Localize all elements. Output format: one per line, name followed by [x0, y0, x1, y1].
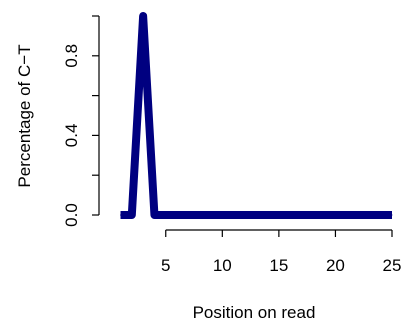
- data-point: [233, 214, 235, 216]
- data-point: [380, 214, 382, 216]
- data-point: [357, 214, 359, 216]
- data-point: [391, 214, 393, 216]
- data-point: [199, 214, 201, 216]
- data-point: [278, 214, 280, 216]
- data-point: [165, 214, 167, 216]
- chart-series: [120, 12, 393, 219]
- chart-axes: 5 10 15 20 25 0.0 0.4 0.8: [62, 15, 402, 275]
- x-tick-label: 15: [269, 256, 288, 275]
- data-point: [120, 214, 121, 216]
- data-point: [153, 214, 155, 216]
- data-point: [210, 214, 212, 216]
- data-point: [142, 15, 144, 17]
- data-point: [289, 214, 291, 216]
- data-point: [301, 214, 302, 216]
- x-axis-label: Position on read: [193, 303, 316, 322]
- data-point: [244, 214, 246, 216]
- data-point: [368, 214, 370, 216]
- x-tick-label: 5: [161, 256, 170, 275]
- data-point: [334, 214, 336, 216]
- data-point: [346, 214, 348, 216]
- data-point: [267, 214, 269, 216]
- y-tick-label: 0.4: [62, 124, 81, 148]
- data-point: [255, 214, 257, 216]
- data-point: [187, 214, 189, 216]
- data-point: [221, 214, 223, 216]
- data-point: [323, 214, 325, 216]
- series-line: [120, 12, 392, 219]
- y-axis-label: Percentage of C−T: [15, 44, 34, 187]
- y-tick-label: 0.0: [62, 203, 81, 227]
- x-tick-label: 10: [213, 256, 232, 275]
- data-point: [176, 214, 178, 216]
- x-tick-label: 25: [383, 256, 402, 275]
- y-tick-label: 0.8: [62, 44, 81, 68]
- x-tick-label: 20: [326, 256, 345, 275]
- data-point: [131, 214, 133, 216]
- data-point: [312, 214, 314, 216]
